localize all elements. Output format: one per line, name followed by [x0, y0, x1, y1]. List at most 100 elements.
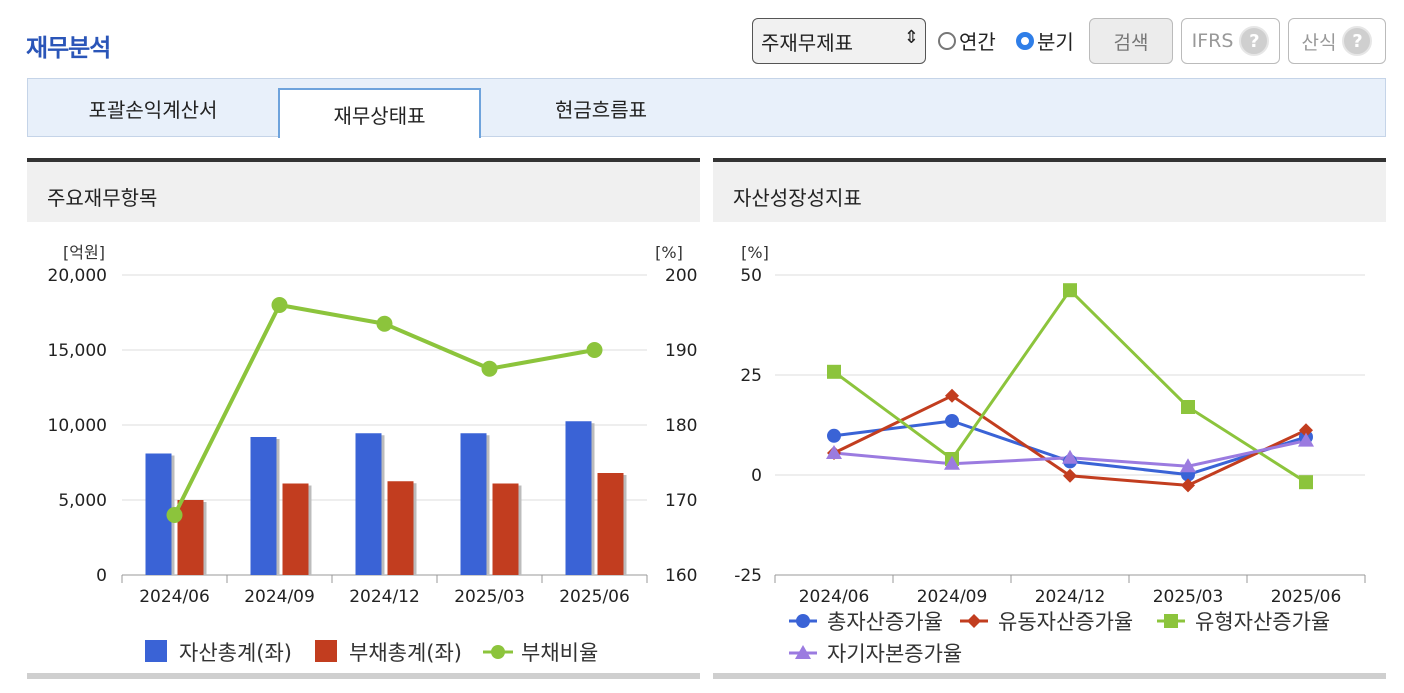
y2-tick-label: 180 — [665, 416, 697, 436]
y2-tick-label: 160 — [665, 566, 697, 586]
left-panel-title: 주요재무항목 — [47, 186, 158, 210]
series-point — [827, 428, 841, 443]
legend-swatch-marker — [1164, 614, 1178, 628]
x-tick-label: 2024/06 — [799, 587, 870, 607]
help-icon: ? — [1239, 26, 1270, 56]
y-tick-label: 50 — [740, 266, 762, 286]
statement-type-select[interactable]: 주재무제표 ⇕ — [752, 18, 926, 64]
tab-label: 재무상태표 — [333, 103, 426, 128]
y-tick-label: 5,000 — [58, 491, 107, 511]
bar-shadow — [308, 485, 312, 575]
series-point — [1299, 475, 1313, 490]
x-tick-label: 2024/12 — [1035, 587, 1106, 607]
right-panel-header: 자산성장성지표 — [713, 158, 1386, 222]
series-point — [1062, 449, 1078, 464]
legend-swatch-marker — [795, 645, 811, 659]
y-axis-unit: [%] — [741, 243, 769, 262]
left-axis-unit: [억원] — [63, 243, 105, 262]
page-title: 재무분석 — [26, 34, 111, 62]
x-tick-label: 2024/12 — [349, 587, 420, 607]
bar — [460, 433, 487, 575]
x-tick-label: 2024/09 — [917, 587, 988, 607]
asset-growth-chart: [%] -25 0 25 50 2024/06 2024/09 2024/12 2025/03 2… — [734, 243, 1366, 666]
bar-shadow — [591, 423, 595, 575]
legend-label: 자기자본증가율 — [827, 642, 962, 666]
y2-tick-label: 190 — [665, 341, 697, 361]
search-button-label: 검색 — [1113, 31, 1149, 54]
bar — [597, 473, 624, 575]
y2-tick-label: 200 — [665, 266, 697, 286]
select-chevron-icon: ⇕ — [903, 27, 919, 48]
legend-label: 자산총계(좌) — [179, 641, 292, 665]
x-tick-label: 2025/03 — [454, 587, 525, 607]
bar — [492, 483, 519, 575]
formula-button[interactable]: 산식 ? — [1288, 18, 1386, 64]
help-icon: ? — [1342, 26, 1373, 56]
y-tick-label: -25 — [734, 566, 762, 586]
legend-swatch-marker — [967, 614, 981, 628]
tab-income-statement[interactable]: 포괄손익계산서 — [28, 79, 278, 137]
y-tick-label: 0 — [751, 466, 762, 486]
radio-off-icon — [938, 31, 956, 50]
x-tick-label: 2025/06 — [1271, 587, 1342, 607]
bar-shadow — [623, 475, 627, 575]
ratio-point — [481, 360, 498, 377]
x-tick-label: 2025/03 — [1153, 587, 1224, 607]
x-tick-label: 2024/09 — [244, 587, 315, 607]
radio-annual-label: 연간 — [959, 30, 996, 54]
left-panel-header: 주요재무항목 — [27, 158, 700, 222]
bar — [355, 433, 382, 575]
series-point — [1181, 478, 1195, 493]
right-panel-bottom-border — [713, 673, 1386, 679]
legend-label: 총자산증가율 — [827, 610, 943, 634]
ratio-point — [586, 342, 603, 358]
tab-cash-flow[interactable]: 현금흐름표 — [481, 79, 721, 137]
formula-button-label: 산식 — [1301, 31, 1337, 54]
y-tick-label: 0 — [96, 566, 107, 586]
bar — [250, 437, 277, 575]
legend-swatch-marker — [491, 645, 505, 659]
statement-tabs: 포괄손익계산서 재무상태표 현금흐름표 — [27, 78, 1386, 138]
radio-quarter[interactable]: 분기 — [1016, 26, 1074, 55]
series-point — [1181, 400, 1195, 414]
radio-quarter-label: 분기 — [1037, 30, 1074, 54]
bar — [565, 421, 592, 575]
bar-shadow — [381, 435, 385, 575]
tab-label: 현금흐름표 — [555, 97, 647, 122]
bar-shadow — [203, 502, 207, 575]
radio-annual[interactable]: 연간 — [938, 26, 996, 55]
search-button[interactable]: 검색 — [1089, 18, 1173, 64]
legend-swatch — [145, 640, 167, 662]
legend-label: 유동자산증가율 — [998, 610, 1133, 634]
x-tick-label: 2024/06 — [139, 587, 210, 607]
series-point — [945, 388, 959, 403]
bar-shadow — [413, 483, 417, 575]
legend-label: 부채총계(좌) — [349, 641, 462, 665]
y2-tick-label: 170 — [665, 491, 697, 511]
series-point — [1180, 458, 1196, 473]
right-axis-unit: [%] — [655, 243, 683, 262]
ratio-point — [166, 507, 183, 523]
y-tick-label: 15,000 — [48, 341, 107, 361]
radio-on-icon — [1016, 31, 1034, 50]
series-point — [826, 445, 842, 459]
legend-swatch — [315, 640, 337, 662]
bar-shadow — [486, 435, 490, 575]
tab-balance-sheet[interactable]: 재무상태표 — [278, 88, 481, 138]
legend-label: 부채비율 — [521, 641, 598, 665]
series-point — [1299, 423, 1313, 438]
ifrs-button[interactable]: IFRS ? — [1181, 18, 1280, 64]
legend-label: 유형자산증가율 — [1195, 610, 1330, 634]
bar — [387, 481, 414, 575]
bar-shadow — [518, 485, 522, 575]
x-tick-label: 2025/06 — [559, 587, 630, 607]
series-point — [1063, 468, 1077, 483]
series-point — [1063, 283, 1077, 298]
financial-items-chart: [억원] [%] 0 5,000 10,000 15,000 20,000 160 170 180… — [48, 243, 698, 665]
ratio-point — [271, 297, 288, 313]
select-value: 주재무제표 — [761, 31, 853, 55]
ifrs-button-label: IFRS — [1191, 30, 1234, 52]
ratio-point — [376, 315, 393, 332]
bar-shadow — [276, 439, 280, 575]
bar — [282, 483, 309, 575]
